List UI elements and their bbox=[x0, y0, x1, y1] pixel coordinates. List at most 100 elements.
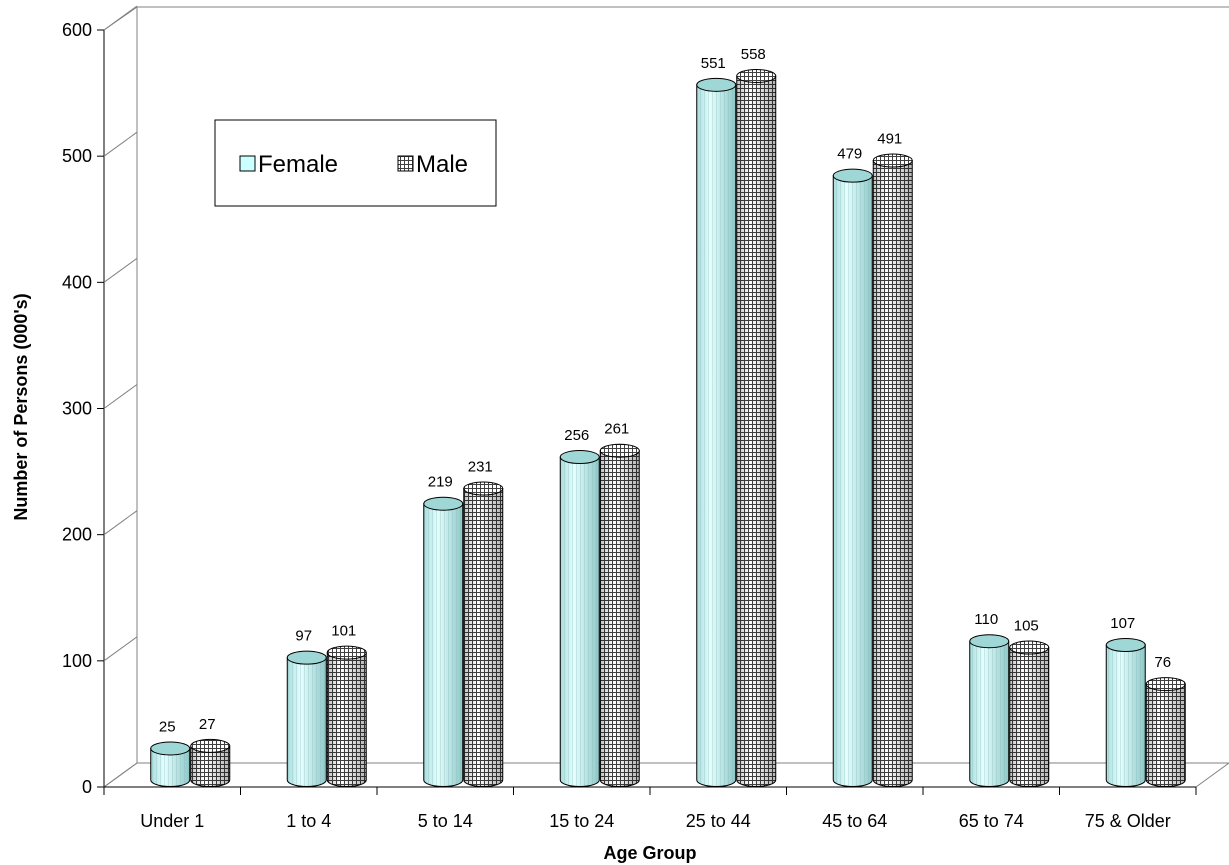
bar-body bbox=[969, 640, 1010, 787]
bar-female bbox=[150, 741, 191, 787]
bar-female bbox=[1105, 638, 1146, 787]
data-label-female: 256 bbox=[564, 427, 589, 444]
bar-male bbox=[1145, 677, 1186, 787]
bar-male bbox=[599, 443, 640, 787]
bar-female bbox=[969, 634, 1010, 787]
y-tick-depth-line bbox=[103, 131, 138, 157]
data-label-female: 107 bbox=[1110, 615, 1135, 632]
bar-top bbox=[190, 738, 231, 753]
legend-label-female: Female bbox=[258, 151, 338, 178]
bar-male bbox=[872, 153, 913, 787]
bar-top bbox=[326, 645, 367, 660]
bar-body bbox=[150, 747, 191, 787]
bar-top bbox=[872, 153, 913, 168]
y-tick-label: 0 bbox=[82, 777, 92, 797]
bar-body bbox=[599, 450, 640, 787]
data-label-male: 558 bbox=[741, 46, 766, 63]
bar-female bbox=[423, 496, 464, 787]
y-tick-label: 100 bbox=[62, 651, 92, 671]
x-tick-label: 45 to 64 bbox=[822, 811, 887, 831]
bar-top bbox=[969, 634, 1010, 649]
y-tick-label: 300 bbox=[62, 399, 92, 419]
bar-top bbox=[463, 481, 504, 496]
bar-male bbox=[190, 738, 231, 787]
bar-male bbox=[736, 68, 777, 787]
y-tick-label: 200 bbox=[62, 525, 92, 545]
floor-right-edge bbox=[1195, 762, 1229, 788]
bar-body bbox=[872, 160, 913, 787]
bar-female bbox=[696, 77, 737, 787]
data-label-female: 25 bbox=[159, 718, 176, 735]
y-tick-depth-line bbox=[103, 510, 138, 536]
data-label-male: 76 bbox=[1154, 654, 1171, 671]
x-tick-label: 65 to 74 bbox=[959, 811, 1024, 831]
bar-top bbox=[559, 450, 600, 465]
bar-top bbox=[150, 741, 191, 756]
bar-body bbox=[423, 503, 464, 787]
bar-male bbox=[463, 481, 504, 787]
x-tick-label: 1 to 4 bbox=[286, 811, 331, 831]
bar-body bbox=[326, 652, 367, 787]
data-label-male: 27 bbox=[199, 716, 216, 733]
y-axis-title: Number of Persons (000's) bbox=[11, 293, 31, 520]
data-label-male: 101 bbox=[331, 623, 356, 640]
bar-female bbox=[832, 168, 873, 787]
legend-label-male: Male bbox=[416, 151, 468, 178]
x-tick-label: 25 to 44 bbox=[686, 811, 751, 831]
bar-body bbox=[832, 175, 873, 787]
bar-body bbox=[1105, 644, 1146, 787]
y-tick-depth-line bbox=[103, 636, 138, 662]
y-tick-label: 600 bbox=[62, 20, 92, 40]
data-label-male: 105 bbox=[1014, 618, 1039, 635]
data-labels-group: 25 27 97 101 219 231 256 261 551 558 479 491 110 105 1… bbox=[159, 46, 1171, 735]
bar-top bbox=[736, 68, 777, 83]
bar-top bbox=[1009, 640, 1050, 655]
bar-body bbox=[1145, 683, 1186, 787]
x-axis: Under 1 1 to 4 5 to 14 15 to 24 25 to 44 45 t… bbox=[103, 786, 1197, 831]
bar-top bbox=[423, 496, 464, 511]
bar-male bbox=[1009, 640, 1050, 787]
x-tick-label: 5 to 14 bbox=[418, 811, 473, 831]
bar-body bbox=[736, 75, 777, 787]
y-tick-depth-line bbox=[103, 257, 138, 283]
data-label-female: 551 bbox=[701, 55, 726, 72]
y-tick-label: 400 bbox=[62, 272, 92, 292]
x-tick-label: 75 & Older bbox=[1085, 811, 1171, 831]
y-axis: 0 100 200 300 400 500 600 bbox=[62, 5, 138, 797]
bar-male bbox=[326, 645, 367, 787]
bars-group bbox=[150, 68, 1186, 787]
legend-swatch-female bbox=[239, 155, 256, 172]
x-tick-label: 15 to 24 bbox=[549, 811, 614, 831]
bar-body bbox=[696, 84, 737, 787]
data-label-male: 231 bbox=[468, 459, 493, 476]
legend-box bbox=[214, 119, 497, 207]
bar-body bbox=[190, 745, 231, 787]
data-label-male: 261 bbox=[604, 421, 629, 438]
bar-top bbox=[696, 77, 737, 92]
data-label-female: 97 bbox=[295, 628, 312, 645]
y-tick-depth-line bbox=[103, 384, 138, 409]
y-tick-label: 500 bbox=[62, 146, 92, 166]
bar-top bbox=[599, 443, 640, 458]
bar-top bbox=[1105, 638, 1146, 653]
data-label-female: 219 bbox=[428, 474, 453, 491]
data-label-female: 110 bbox=[974, 611, 998, 628]
y-tick-depth-line bbox=[103, 762, 138, 788]
data-label-male: 491 bbox=[877, 131, 902, 148]
bar-top bbox=[286, 650, 327, 665]
bar-top bbox=[832, 168, 873, 183]
bar-top bbox=[1145, 677, 1186, 692]
legend: Female Male bbox=[214, 119, 497, 207]
bar-body bbox=[463, 488, 504, 787]
x-tick-label: Under 1 bbox=[140, 811, 204, 831]
legend-swatch-male bbox=[397, 155, 414, 172]
bar-body bbox=[559, 456, 600, 787]
bar-body bbox=[286, 657, 327, 787]
y-tick-depth-line bbox=[103, 5, 138, 31]
data-label-female: 479 bbox=[837, 146, 862, 163]
x-axis-title: Age Group bbox=[604, 843, 697, 863]
bar-female bbox=[559, 450, 600, 787]
bar-female bbox=[286, 650, 327, 787]
bar-body bbox=[1009, 647, 1050, 787]
